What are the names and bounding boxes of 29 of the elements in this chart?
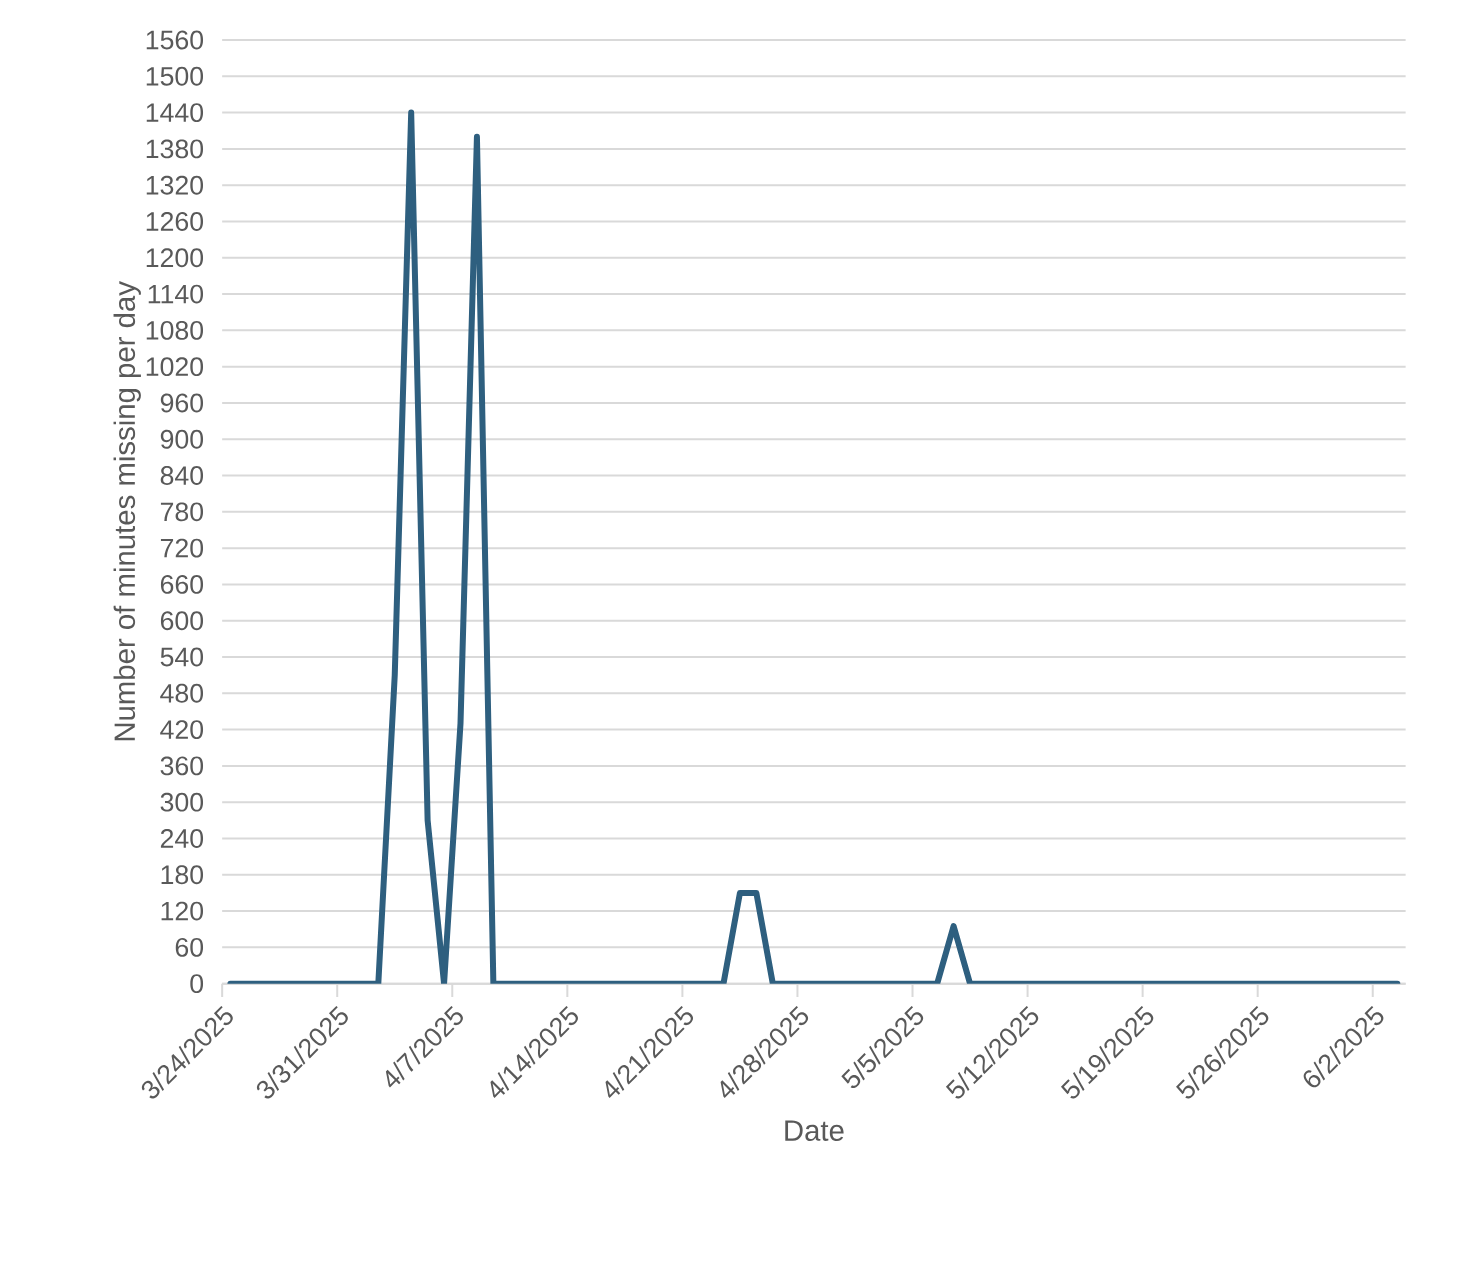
y-tick-label: 420: [160, 720, 204, 740]
y-tick-label: 540: [160, 647, 204, 667]
x-axis-title: Date: [785, 1120, 844, 1142]
y-tick-label: 60: [175, 938, 204, 957]
y-axis-title: Number of minutes missing per day: [113, 281, 141, 741]
y-tick-label: 720: [160, 538, 204, 558]
y-tick-label: 240: [160, 829, 204, 848]
y-tick-label: 1140: [148, 284, 204, 304]
y-tick-label: 960: [160, 393, 204, 413]
y-tick-label: 360: [160, 756, 204, 776]
y-tick-label: 1380: [146, 139, 204, 159]
y-tick-label: 1260: [146, 212, 204, 231]
y-tick-label: 1020: [146, 357, 204, 377]
y-tick-label: 1200: [146, 248, 204, 268]
y-tick-label: 660: [160, 575, 204, 594]
y-tick-label: 0: [190, 974, 204, 994]
y-tick-label: 1080: [146, 321, 204, 340]
y-tick-label: 480: [160, 683, 204, 703]
y-tick-label: 1500: [146, 66, 204, 86]
y-tick-label: 840: [160, 466, 204, 486]
y-tick-label: 1440: [146, 103, 204, 123]
y-tick-label: 300: [160, 792, 204, 812]
y-tick-label: 600: [160, 611, 204, 631]
y-tick-label: 180: [161, 865, 204, 885]
y-tick-label: 1560: [146, 30, 204, 50]
y-tick-label: 900: [160, 429, 204, 449]
y-tick-label: 780: [160, 502, 204, 522]
y-tick-label: 1320: [146, 175, 204, 195]
y-tick-label: 120: [161, 901, 204, 921]
